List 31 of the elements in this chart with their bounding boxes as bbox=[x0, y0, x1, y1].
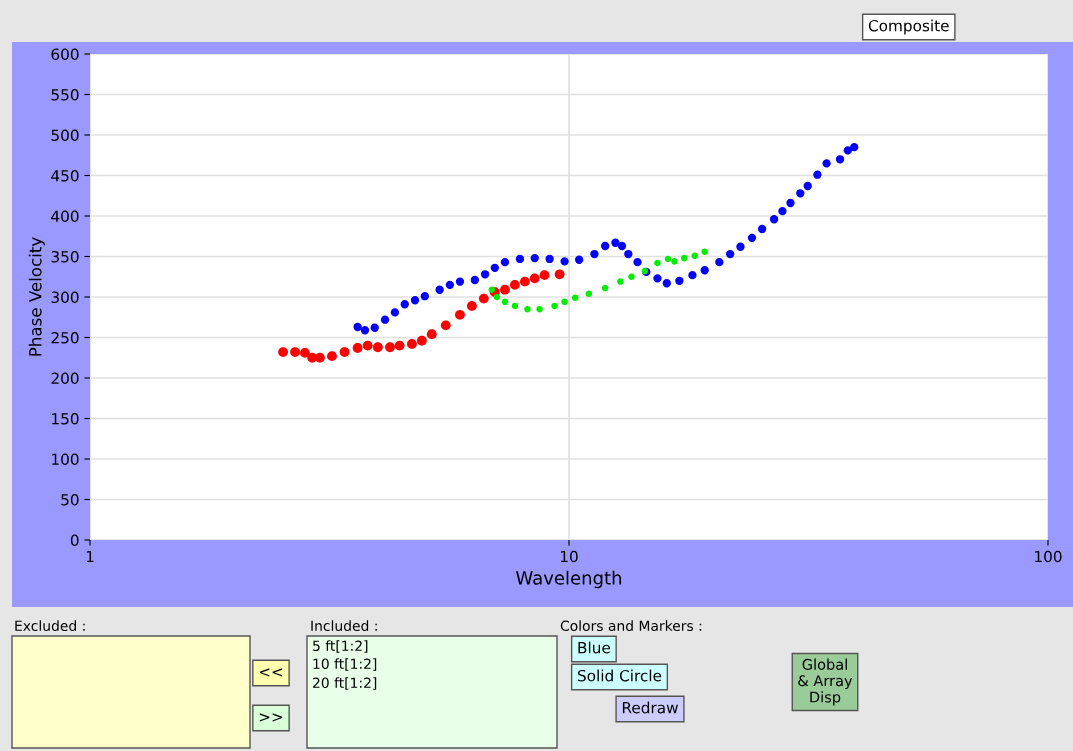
x-tick-label: 1 bbox=[86, 550, 94, 563]
y-tick-label: 350 bbox=[51, 250, 79, 263]
x-tick-label: 100 bbox=[1035, 550, 1062, 563]
y-tick-label: 400 bbox=[51, 210, 79, 223]
y-tick-label: 150 bbox=[52, 412, 79, 425]
y-tick-label: 600 bbox=[51, 48, 79, 61]
y-tick-label: 50 bbox=[61, 493, 79, 506]
y-tick-label: 550 bbox=[51, 88, 79, 101]
y-tick-label: 100 bbox=[52, 453, 79, 466]
text: Included : bbox=[311, 620, 377, 632]
y-tick-label: 300 bbox=[51, 291, 79, 304]
text: 5 ft[1:2] bbox=[313, 640, 368, 653]
text: << bbox=[259, 668, 283, 677]
y-tick-label: 450 bbox=[51, 169, 79, 182]
y-tick-label: 200 bbox=[51, 372, 79, 385]
text: Blue bbox=[578, 641, 610, 654]
x-axis-title: Wavelength bbox=[516, 570, 622, 589]
text: Excluded : bbox=[15, 620, 85, 632]
text: Global & Array Disp bbox=[798, 658, 853, 706]
text: Solid Circle bbox=[578, 669, 662, 682]
text: Redraw bbox=[622, 701, 678, 714]
text: Colors and Markers : bbox=[560, 620, 702, 632]
y-tick-label: 0 bbox=[70, 534, 79, 547]
text: >> bbox=[259, 713, 283, 722]
text: 10 ft[1:2] bbox=[313, 658, 377, 671]
y-tick-label: 500 bbox=[51, 129, 79, 142]
y-axis-title: Phase Velocity bbox=[28, 237, 45, 356]
text: 20 ft[1:2] bbox=[313, 677, 377, 690]
y-tick-label: 250 bbox=[51, 331, 79, 344]
x-tick-label: 10 bbox=[560, 550, 578, 563]
text: Composite bbox=[868, 19, 949, 35]
